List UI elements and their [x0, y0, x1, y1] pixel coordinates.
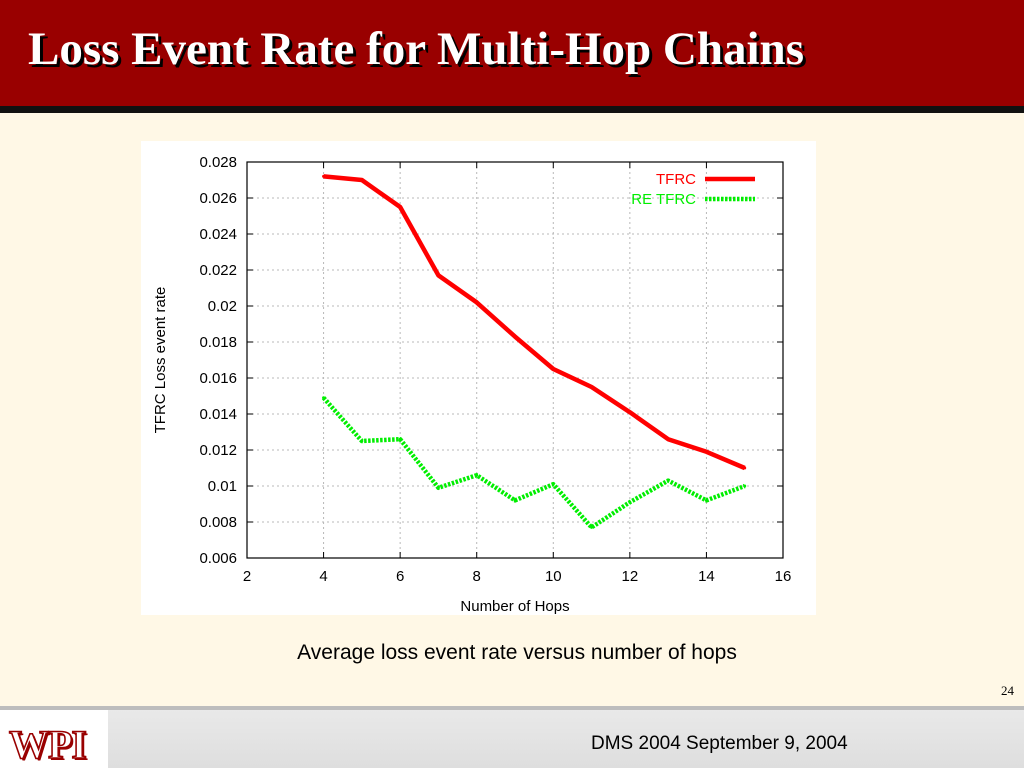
- y-axis-label: TFRC Loss event rate: [152, 287, 169, 434]
- data-point-re-tfrc: [360, 439, 364, 443]
- legend-label: RE TFRC: [631, 191, 696, 208]
- title-divider: [0, 106, 1024, 113]
- footer-band: [0, 710, 1024, 768]
- data-point-tfrc: [513, 335, 517, 339]
- caption-text: Average loss event rate versus number of…: [297, 641, 737, 664]
- data-point-tfrc: [628, 410, 632, 414]
- plot-frame: [246, 161, 784, 559]
- data-point-re-tfrc: [322, 396, 326, 400]
- chart-panel: 2 4 6 8 10 12 14 16 0.006 0.008 0.01 0.012 0.014 0.01…: [141, 141, 816, 615]
- data-point-tfrc: [322, 174, 326, 178]
- slide-number: 24: [1001, 683, 1014, 698]
- x-tick-label: 16: [775, 568, 792, 585]
- loss-rate-chart: 2 4 6 8 10 12 14 16 0.006 0.008 0.01 0.012 0.014 0.01…: [152, 154, 792, 615]
- data-point-re-tfrc: [704, 498, 708, 502]
- y-tick-label: 0.016: [199, 370, 237, 387]
- footer-text: DMS 2004 September 9, 2004: [591, 733, 848, 754]
- x-tick-label: 10: [545, 568, 562, 585]
- data-point-re-tfrc: [475, 473, 479, 477]
- data-point-tfrc: [475, 300, 479, 304]
- data-point-re-tfrc: [436, 486, 440, 490]
- data-point-re-tfrc: [513, 498, 517, 502]
- wpi-logo: WPI: [0, 710, 108, 768]
- data-point-tfrc: [398, 205, 402, 209]
- data-point-tfrc: [666, 437, 670, 441]
- series-line-re-tfrc: [321, 396, 746, 530]
- y-tick-label: 0.012: [199, 442, 237, 459]
- data-point-tfrc: [743, 466, 747, 470]
- data-point-re-tfrc: [398, 437, 402, 441]
- x-tick-label: 12: [622, 568, 639, 585]
- wpi-logo-text: WPI: [8, 721, 88, 768]
- x-tick-label: 2: [243, 568, 251, 585]
- y-tick-label: 0.026: [199, 190, 237, 207]
- y-tick-label: 0.022: [199, 262, 237, 279]
- y-tick-label: 0.014: [199, 406, 237, 423]
- y-tick-label: 0.008: [199, 514, 237, 531]
- data-point-tfrc: [436, 273, 440, 277]
- legend-label: TFRC: [656, 171, 696, 188]
- data-point-re-tfrc: [590, 525, 594, 529]
- x-tick-label: 8: [473, 568, 481, 585]
- footer-divider: [0, 706, 1024, 710]
- x-tick-label: 14: [698, 568, 715, 585]
- series-line-tfrc: [323, 174, 746, 471]
- x-tick-label: 6: [396, 568, 404, 585]
- data-point-re-tfrc: [628, 500, 632, 504]
- y-tick-label: 0.024: [199, 226, 237, 243]
- x-tick-label: 4: [319, 568, 327, 585]
- data-point-tfrc: [704, 450, 708, 454]
- y-tick-label: 0.01: [208, 478, 237, 495]
- y-tick-label: 0.018: [199, 334, 237, 351]
- data-point-tfrc: [590, 385, 594, 389]
- slide-title: Loss Event Rate for Multi-Hop Chains: [28, 23, 804, 75]
- x-axis-label: Number of Hops: [460, 598, 569, 615]
- data-point-re-tfrc: [666, 479, 670, 483]
- data-point-re-tfrc: [551, 482, 555, 486]
- title-bar: Loss Event Rate for Multi-Hop Chains: [0, 0, 1024, 106]
- y-tick-label: 0.02: [208, 298, 237, 315]
- chart-caption: Average loss event rate versus number of…: [0, 641, 1024, 665]
- data-point-tfrc: [360, 178, 364, 182]
- data-point-re-tfrc: [743, 484, 747, 488]
- y-tick-label: 0.028: [199, 154, 237, 171]
- y-tick-label: 0.006: [199, 550, 237, 567]
- data-point-tfrc: [551, 367, 555, 371]
